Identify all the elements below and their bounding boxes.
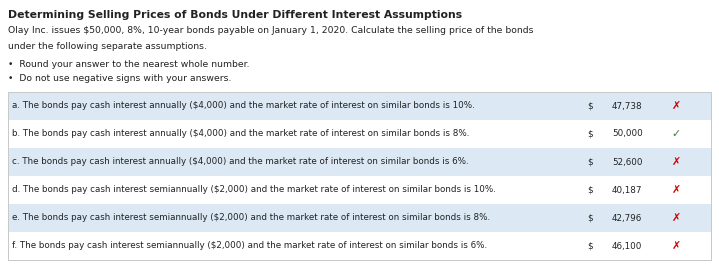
Text: ✗: ✗ xyxy=(672,157,681,167)
Text: $: $ xyxy=(587,241,592,251)
Text: f. The bonds pay cash interest semiannually ($2,000) and the market rate of inte: f. The bonds pay cash interest semiannua… xyxy=(12,241,487,251)
Text: 46,100: 46,100 xyxy=(612,241,642,251)
Text: ✗: ✗ xyxy=(672,101,681,111)
Text: ✗: ✗ xyxy=(672,241,681,251)
Text: c. The bonds pay cash interest annually ($4,000) and the market rate of interest: c. The bonds pay cash interest annually … xyxy=(12,157,469,167)
Text: under the following separate assumptions.: under the following separate assumptions… xyxy=(8,42,207,51)
Text: $: $ xyxy=(587,102,592,110)
Text: $: $ xyxy=(587,214,592,222)
Text: b. The bonds pay cash interest annually ($4,000) and the market rate of interest: b. The bonds pay cash interest annually … xyxy=(12,130,470,139)
Text: 42,796: 42,796 xyxy=(612,214,642,222)
Text: Determining Selling Prices of Bonds Under Different Interest Assumptions: Determining Selling Prices of Bonds Unde… xyxy=(8,10,462,20)
Text: ✗: ✗ xyxy=(672,213,681,223)
Text: ✗: ✗ xyxy=(672,185,681,195)
Text: a. The bonds pay cash interest annually ($4,000) and the market rate of interest: a. The bonds pay cash interest annually … xyxy=(12,102,475,110)
Text: •  Do not use negative signs with your answers.: • Do not use negative signs with your an… xyxy=(8,74,232,83)
Text: •  Round your answer to the nearest whole number.: • Round your answer to the nearest whole… xyxy=(8,60,249,69)
Text: 40,187: 40,187 xyxy=(612,185,643,194)
Text: d. The bonds pay cash interest semiannually ($2,000) and the market rate of inte: d. The bonds pay cash interest semiannua… xyxy=(12,185,496,194)
Text: 52,600: 52,600 xyxy=(612,157,643,167)
Text: Olay Inc. issues $50,000, 8%, 10-year bonds payable on January 1, 2020. Calculat: Olay Inc. issues $50,000, 8%, 10-year bo… xyxy=(8,26,533,35)
Text: $: $ xyxy=(587,130,592,139)
Text: 47,738: 47,738 xyxy=(612,102,643,110)
Text: $: $ xyxy=(587,185,592,194)
Text: 50,000: 50,000 xyxy=(612,130,643,139)
Text: ✓: ✓ xyxy=(672,129,681,139)
Text: e. The bonds pay cash interest semiannually ($2,000) and the market rate of inte: e. The bonds pay cash interest semiannua… xyxy=(12,214,490,222)
Text: $: $ xyxy=(587,157,592,167)
